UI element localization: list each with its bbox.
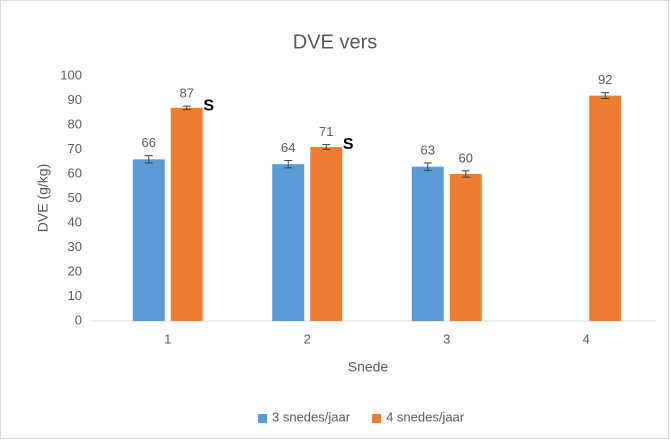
x-axis-label: Snede [348,359,389,375]
legend-label: 3 snedes/jaar [272,409,351,424]
data-label: 71 [319,124,333,139]
bar [170,107,203,321]
annotation: S [203,97,214,114]
data-label: 60 [459,150,473,165]
data-label: 87 [180,86,194,101]
bar [449,174,482,321]
chart-title: DVE vers [293,31,377,53]
data-label: 63 [421,142,435,157]
y-tick-label: 0 [75,312,82,327]
y-tick-label: 10 [68,288,82,303]
bar [310,147,343,321]
x-tick-label: 1 [164,331,171,346]
legend-swatch [372,414,382,423]
x-tick-label: 2 [304,331,311,346]
y-tick-label: 40 [68,214,82,229]
legend-swatch [258,414,267,423]
bar [272,164,305,321]
y-tick-label: 80 [68,116,82,131]
annotation: S [343,136,354,153]
y-tick-label: 30 [68,239,82,254]
x-tick-label: 3 [443,331,450,346]
y-axis-label: DVE (g/kg) [35,164,51,232]
bar [411,166,444,321]
data-label: 66 [142,135,156,150]
x-tick-label: 4 [583,331,590,346]
y-tick-label: 70 [68,141,82,156]
bar [132,159,165,321]
y-tick-label: 20 [68,263,82,278]
data-label: 92 [598,72,612,87]
y-tick-label: 50 [68,190,82,205]
bar [589,95,622,321]
legend-label: 4 snedes/jaar [386,409,465,424]
y-tick-label: 60 [68,165,82,180]
data-label: 64 [281,140,295,155]
y-tick-label: 100 [60,67,82,82]
y-tick-label: 90 [68,92,82,107]
